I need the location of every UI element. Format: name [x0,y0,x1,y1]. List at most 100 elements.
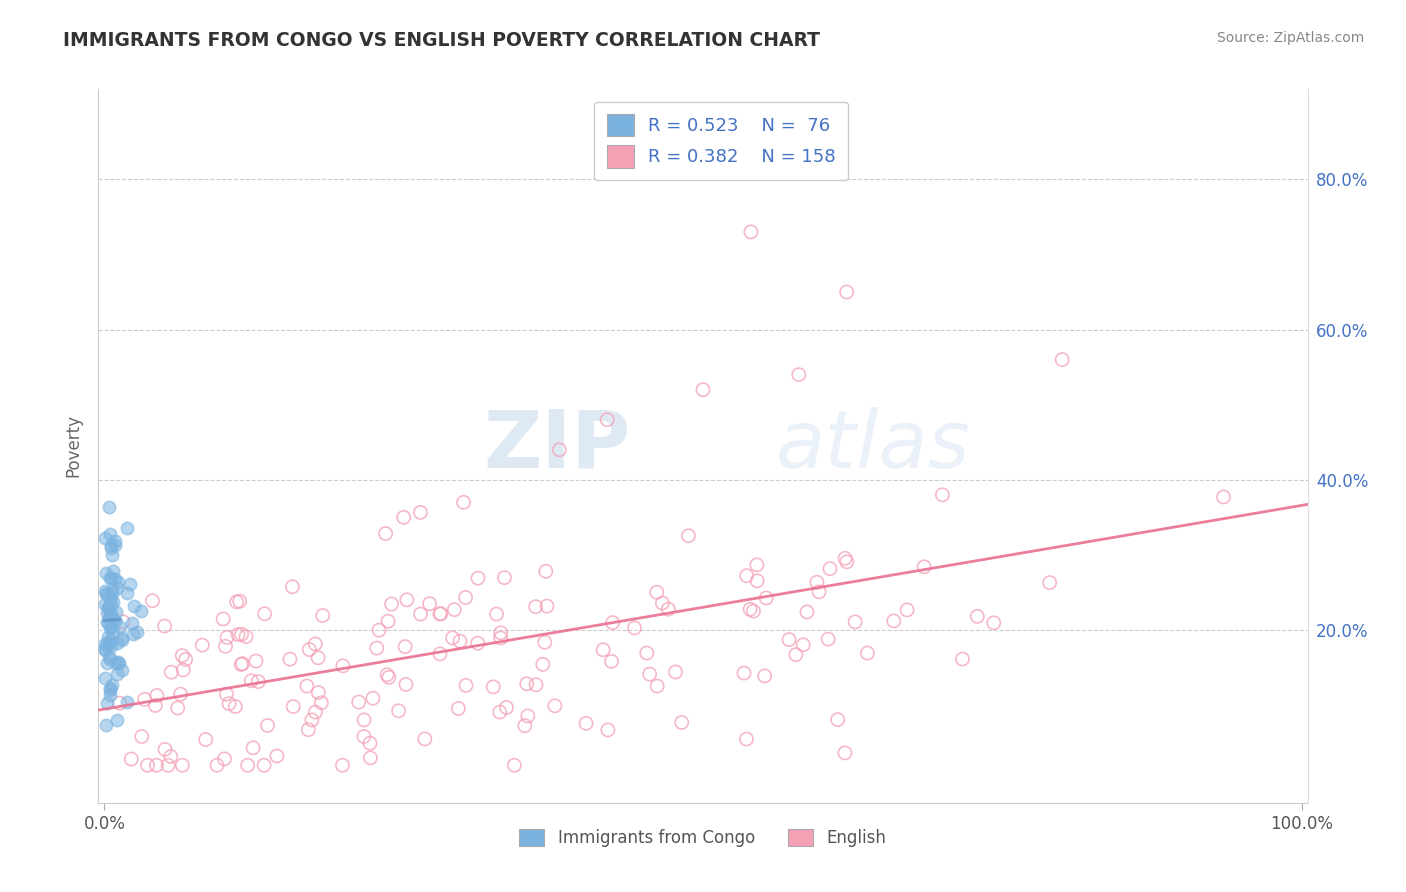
Point [374,526,396,541]
Point [97,599,120,614]
Point [467,636,489,650]
Point [636,646,658,660]
Point [735,732,758,747]
Point [97,610,120,624]
Point [596,723,619,737]
Point [785,648,807,662]
Point [808,584,831,599]
Point [98,681,121,695]
Point [735,568,758,582]
Point [368,623,391,637]
Point [94,597,117,611]
Point [100,606,122,620]
Point [100,582,122,597]
Point [98,633,121,648]
Point [104,606,127,620]
Point [818,562,841,576]
Point [381,597,404,611]
Point [449,634,471,648]
Point [111,615,134,629]
Point [129,604,152,618]
Point [169,687,191,701]
Point [524,599,547,614]
Point [100,621,122,635]
Point [256,718,278,732]
Point [225,595,247,609]
Point [375,667,398,681]
Point [107,574,129,589]
Point [160,665,183,680]
Point [96,615,118,629]
Point [503,758,526,772]
Point [281,580,304,594]
Point [236,758,259,772]
Point [97,500,120,514]
Point [153,742,176,756]
Point [101,595,124,609]
Point [111,663,134,677]
Point [108,656,131,670]
Point [118,577,141,591]
Point [394,640,416,654]
Point [495,700,517,714]
Point [834,746,856,760]
Point [575,716,598,731]
Point [125,625,148,640]
Point [104,614,127,628]
Point [98,592,121,607]
Point [104,533,127,548]
Point [101,678,124,692]
Point [157,758,180,772]
Point [307,650,329,665]
Point [103,613,125,627]
Point [645,585,668,599]
Point [231,657,253,672]
Point [740,602,762,616]
Point [174,652,197,666]
Point [467,571,489,585]
Point [96,606,118,620]
Point [671,715,693,730]
Point [94,671,117,685]
Point [100,572,122,586]
Point [121,615,143,630]
Point [548,442,571,457]
Point [366,641,388,656]
Text: Source: ZipAtlas.com: Source: ZipAtlas.com [1216,31,1364,45]
Point [104,572,127,586]
Point [600,654,623,668]
Point [447,701,470,715]
Point [97,648,120,663]
Point [105,666,128,681]
Point [353,713,375,727]
Point [98,682,121,697]
Point [429,647,451,661]
Point [98,571,121,585]
Point [105,581,128,595]
Point [101,564,124,578]
Point [359,736,381,750]
Point [533,635,555,649]
Point [883,614,905,628]
Point [778,632,800,647]
Point [141,593,163,607]
Point [94,637,117,651]
Point [96,636,118,650]
Point [353,730,375,744]
Point [96,696,118,710]
Point [226,627,249,641]
Point [103,625,125,640]
Point [94,642,117,657]
Point [983,615,1005,630]
Point [242,740,264,755]
Point [266,748,288,763]
Point [111,632,134,646]
Point [94,583,117,598]
Point [212,612,235,626]
Point [245,654,267,668]
Point [100,598,122,612]
Point [304,637,326,651]
Point [108,619,131,633]
Point [105,714,128,728]
Point [100,620,122,634]
